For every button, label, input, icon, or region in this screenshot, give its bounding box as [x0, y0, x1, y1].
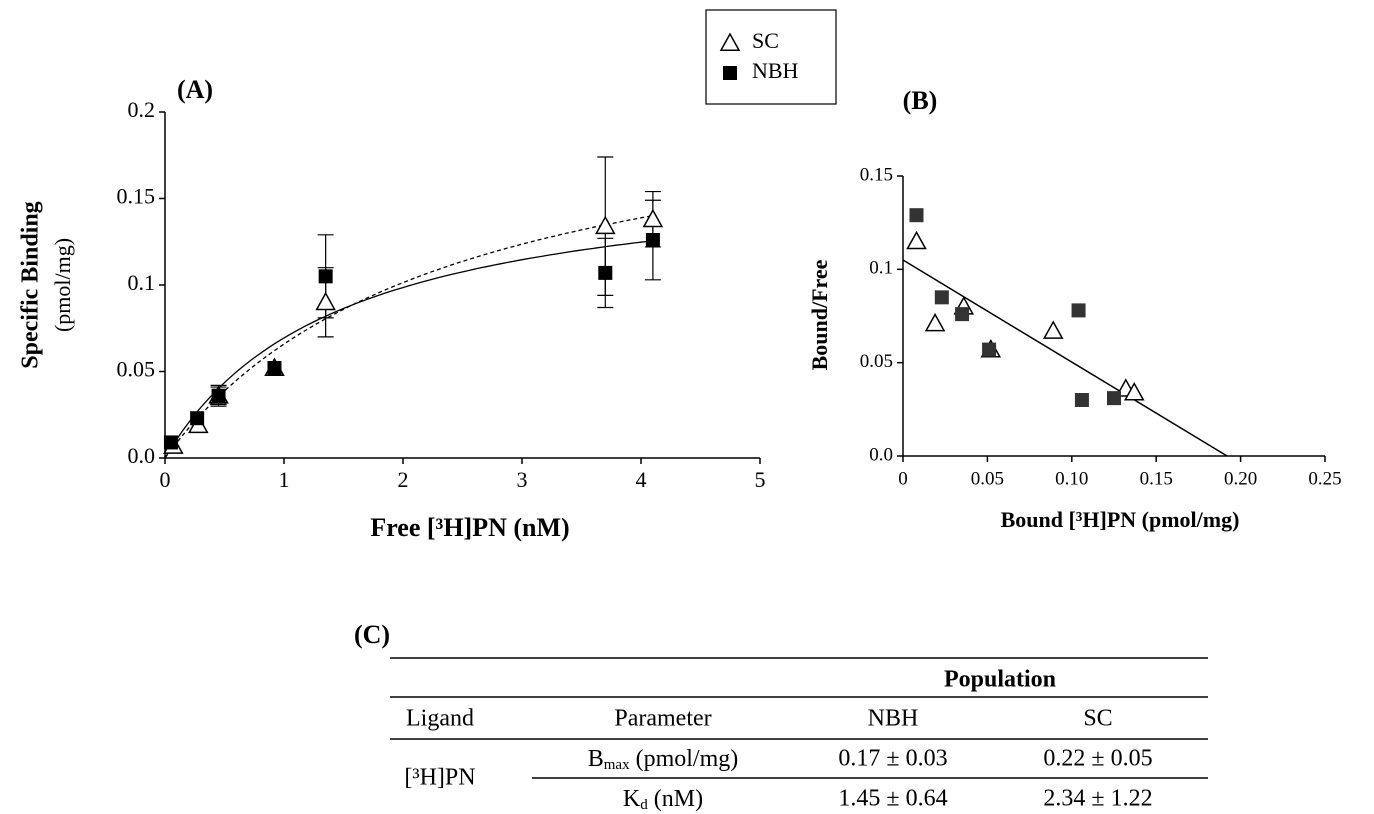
x-tick-label: 3 — [517, 467, 528, 492]
table-header: NBH — [868, 706, 919, 732]
marker-square — [909, 208, 924, 223]
table-header: Ligand — [406, 706, 474, 732]
axes — [164, 112, 760, 459]
marker-square — [645, 233, 660, 248]
x-tick-label: 5 — [755, 467, 766, 492]
marker-square — [982, 342, 997, 357]
marker-triangle — [1123, 381, 1145, 401]
y-tick-label: 0.15 — [860, 164, 893, 185]
y-axis-title: (pmol/mg) — [50, 238, 75, 332]
marker-square — [318, 269, 333, 284]
fit-curve — [164, 215, 654, 459]
parameter-part: B — [588, 746, 604, 772]
x-tick-label: 1 — [279, 467, 290, 492]
y-tick-label: 0.05 — [860, 351, 893, 372]
marker-square — [267, 361, 282, 376]
x-tick-label: 0.20 — [1224, 468, 1257, 489]
marker-square — [163, 435, 178, 450]
marker-square — [955, 307, 970, 322]
y-tick-label: 0.2 — [128, 97, 156, 122]
table-ligand: [³H]PN — [404, 765, 475, 791]
table-header: SC — [1083, 706, 1112, 732]
marker-square — [211, 388, 226, 403]
y-tick-label: 0.0 — [128, 443, 156, 468]
marker-triangle — [924, 312, 946, 332]
chart-title: (A) — [177, 75, 213, 104]
x-tick-label: 0.10 — [1055, 468, 1088, 489]
regression-line — [902, 259, 1228, 457]
legend-marker — [719, 32, 741, 51]
parameter-part: max — [604, 757, 630, 773]
marker-triangle — [906, 230, 927, 250]
table-cell: 0.22 ± 0.05 — [1043, 746, 1152, 772]
marker-square — [190, 411, 205, 426]
y-tick-label: 0.1 — [128, 270, 156, 295]
parameter-part: K — [623, 786, 641, 812]
y-axis-title: Bound/Free — [807, 259, 832, 370]
x-tick-label: 0 — [160, 467, 171, 492]
marker-square — [1071, 303, 1086, 318]
x-axis-title: Bound [³H]PN (pmol/mg) — [1001, 507, 1240, 532]
x-tick-label: 0.25 — [1308, 468, 1341, 489]
marker-square — [598, 265, 613, 280]
legend-label: SC — [752, 28, 779, 53]
y-axis-title: Specific Binding — [18, 201, 44, 368]
table-cell: 0.17 ± 0.03 — [838, 746, 947, 772]
legend-marker — [723, 66, 737, 80]
table-parameter: Bmax (pmol/mg) — [588, 746, 739, 774]
marker-square — [1107, 391, 1121, 406]
table-label: (C) — [354, 620, 390, 649]
y-tick-label: 0.0 — [869, 444, 893, 465]
x-tick-label: 0.15 — [1140, 468, 1173, 489]
table-cell: 1.45 ± 0.64 — [838, 786, 947, 812]
x-tick-label: 0 — [898, 468, 908, 489]
x-tick-label: 4 — [636, 467, 647, 492]
x-tick-label: 2 — [398, 467, 409, 492]
y-tick-label: 0.15 — [117, 184, 156, 209]
table-parameter: Kd (nM) — [623, 786, 703, 814]
parameter-part: d — [640, 797, 648, 813]
parameter-part: (nM) — [648, 786, 703, 812]
marker-triangle — [642, 208, 664, 228]
table-cell: 2.34 ± 1.22 — [1043, 786, 1152, 812]
y-tick-label: 0.1 — [869, 258, 893, 279]
table-group-header: Population — [944, 667, 1056, 693]
fit-curve — [164, 240, 653, 459]
y-tick-label: 0.05 — [117, 357, 156, 382]
marker-square — [1074, 393, 1089, 407]
marker-triangle — [1042, 320, 1064, 339]
marker-triangle — [315, 291, 336, 311]
x-tick-label: 0.05 — [971, 468, 1004, 489]
legend-label: NBH — [752, 58, 799, 83]
table-header: Parameter — [614, 706, 711, 732]
x-axis-title: Free [³H]PN (nM) — [370, 513, 569, 542]
marker-square — [934, 290, 949, 305]
legend-box — [705, 9, 837, 105]
chart-title: (B) — [903, 86, 938, 115]
parameter-part: (pmol/mg) — [630, 746, 739, 772]
marker-triangle — [595, 215, 616, 235]
